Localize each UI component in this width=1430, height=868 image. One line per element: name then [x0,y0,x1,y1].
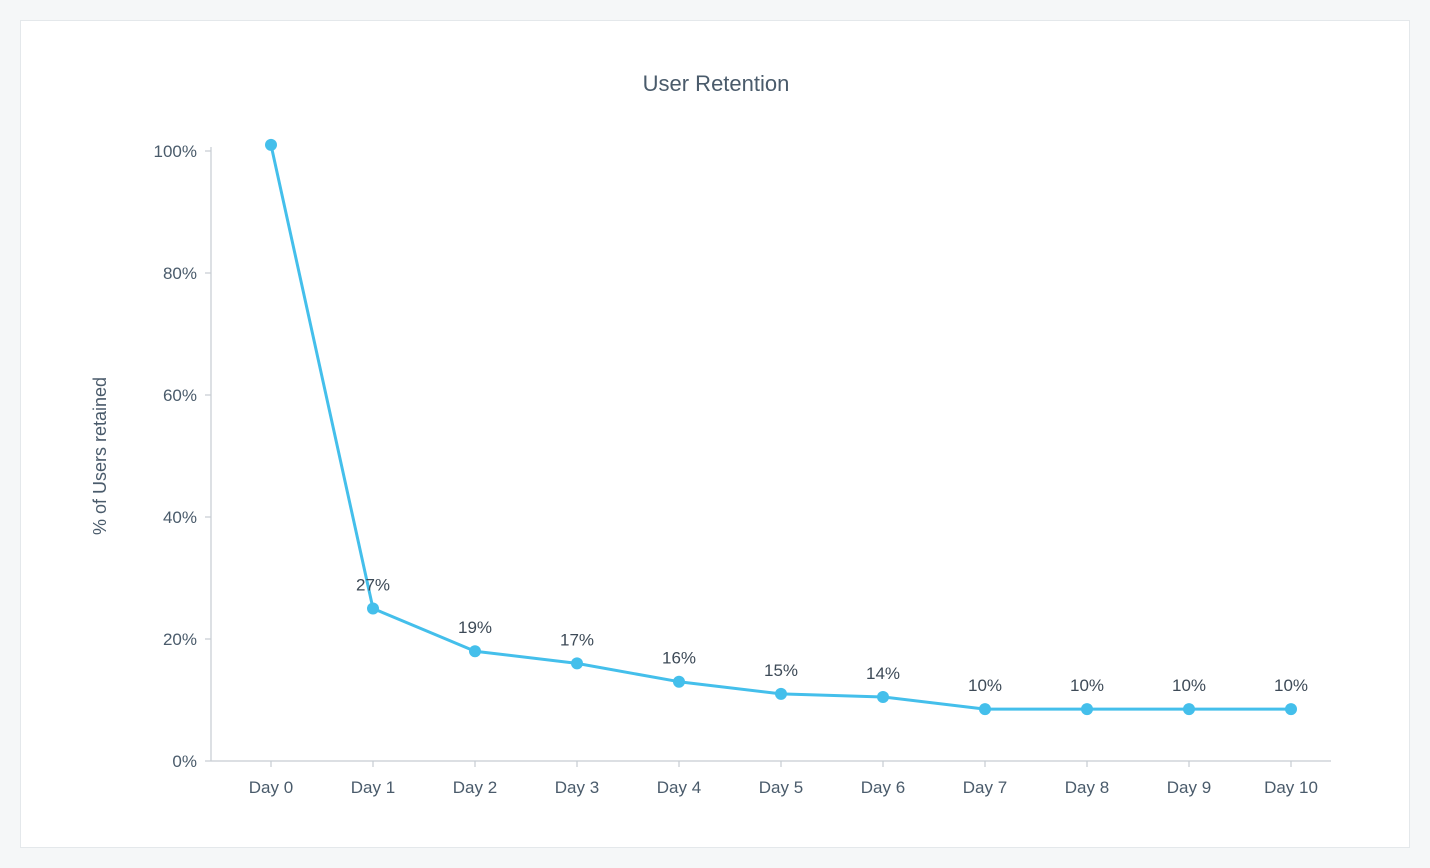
chart-title: User Retention [643,71,790,96]
data-point-label: 10% [1172,676,1206,695]
data-point-label: 27% [356,576,390,595]
x-tick-label: Day 3 [555,778,599,797]
data-point [979,703,991,715]
x-tick-label: Day 7 [963,778,1007,797]
data-point [469,645,481,657]
y-axis-label: % of Users retained [90,377,110,535]
y-tick-label: 0% [172,752,197,771]
data-point-label: 16% [662,649,696,668]
data-point [571,657,583,669]
data-point-label: 10% [1274,676,1308,695]
y-tick-label: 60% [163,386,197,405]
x-tick-label: Day 4 [657,778,701,797]
x-tick-label: Day 0 [249,778,293,797]
chart-card: User Retention % of Users retained 0% 20% 40… [20,20,1410,848]
page-background: User Retention % of Users retained 0% 20% 40… [0,0,1430,868]
data-point [265,139,277,151]
x-tick-label: Day 1 [351,778,395,797]
data-point-label: 19% [458,618,492,637]
x-tick-label: Day 9 [1167,778,1211,797]
y-tick-label: 20% [163,630,197,649]
x-tick-label: Day 10 [1264,778,1318,797]
data-point [673,676,685,688]
data-point-label: 15% [764,661,798,680]
data-point-label: 14% [866,664,900,683]
y-tick-label: 100% [154,142,197,161]
x-tick-label: Day 6 [861,778,905,797]
data-point-label: 17% [560,630,594,649]
y-tick-label: 40% [163,508,197,527]
data-point-label: 10% [968,676,1002,695]
retention-chart-svg: User Retention % of Users retained 0% 20% 40… [21,21,1411,849]
x-tick-label: Day 5 [759,778,803,797]
data-point [367,603,379,615]
data-point [1285,703,1297,715]
y-tick-label: 80% [163,264,197,283]
data-point-label: 10% [1070,676,1104,695]
retention-line [271,145,1291,709]
data-point [775,688,787,700]
data-point [1081,703,1093,715]
x-tick-label: Day 2 [453,778,497,797]
x-tick-label: Day 8 [1065,778,1109,797]
data-point [877,691,889,703]
data-point [1183,703,1195,715]
